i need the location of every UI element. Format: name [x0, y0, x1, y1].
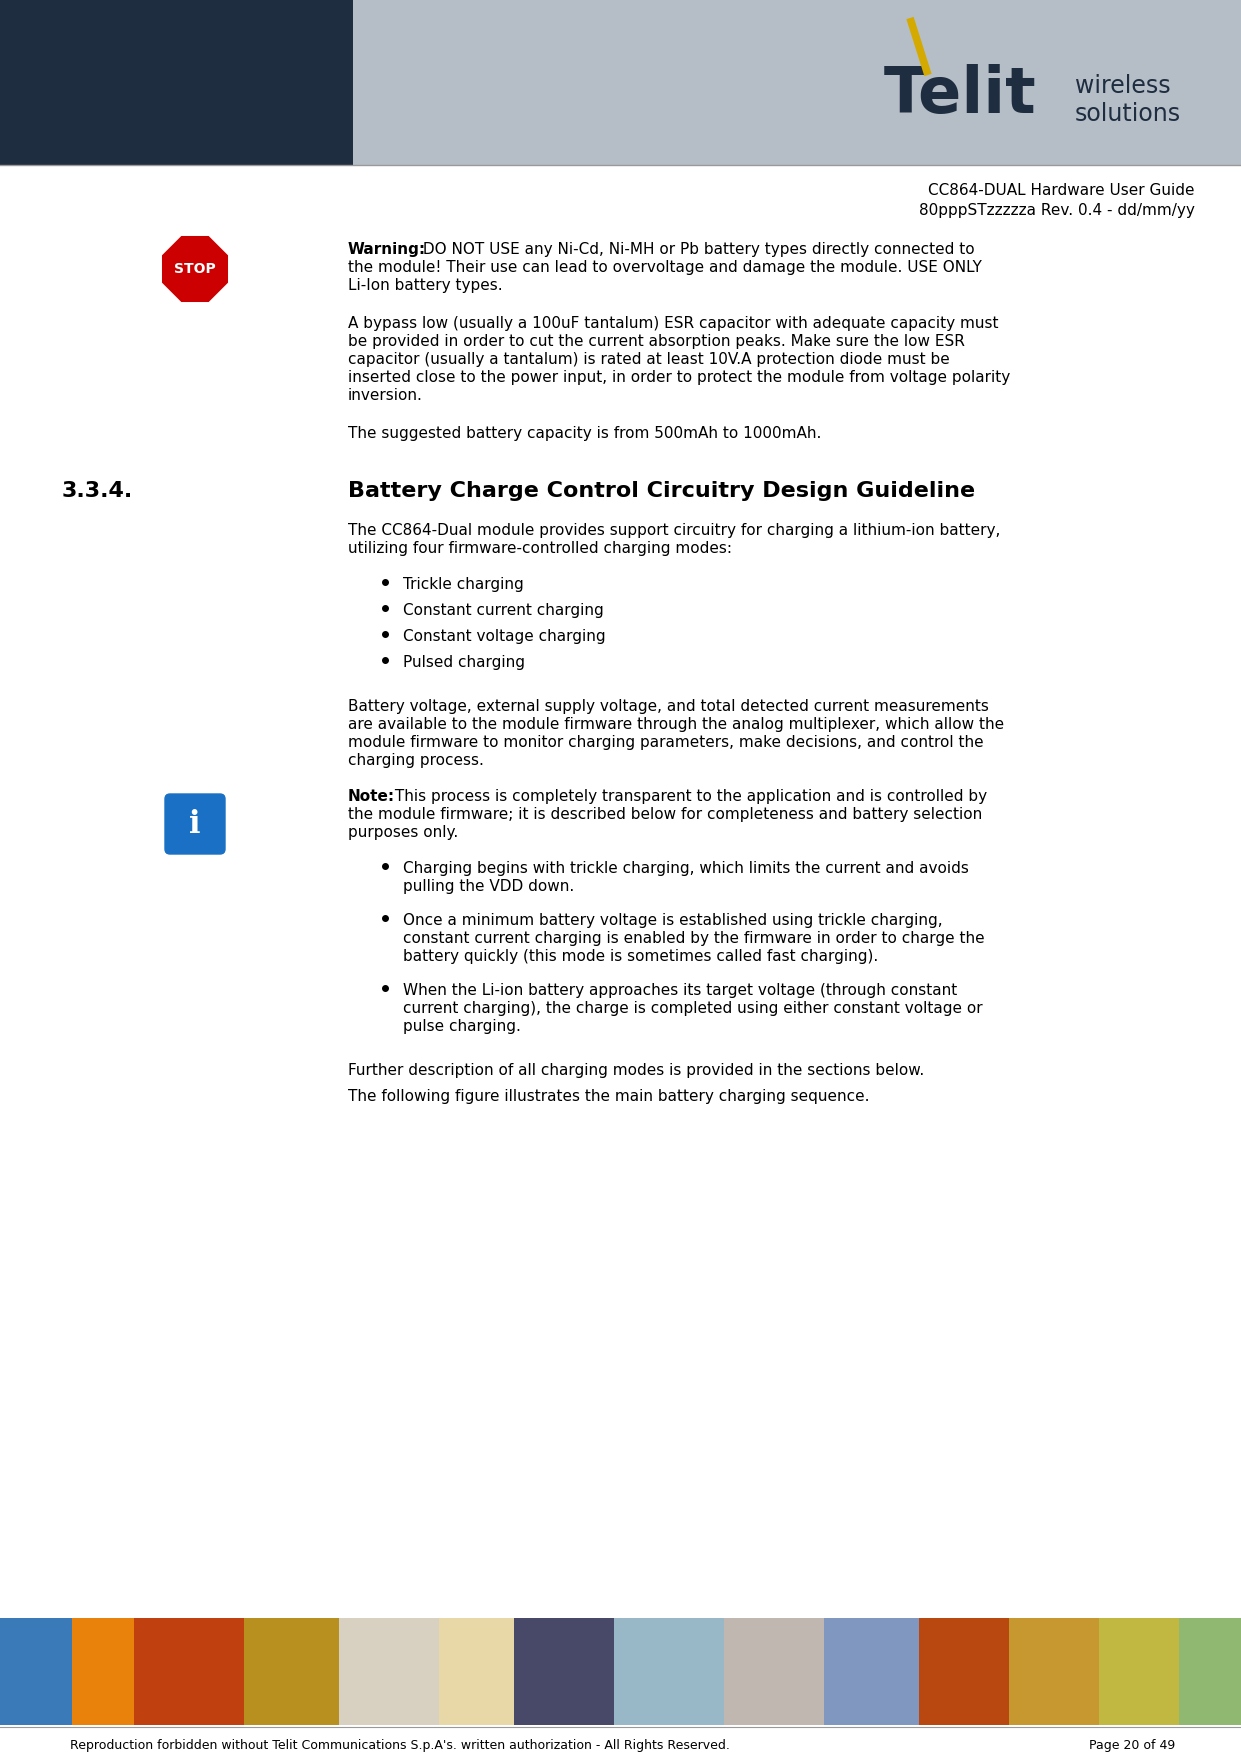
Text: STOP: STOP	[174, 261, 216, 276]
Text: When the Li-ion battery approaches its target voltage (through constant: When the Li-ion battery approaches its t…	[403, 983, 957, 999]
Text: Battery Charge Control Circuitry Design Guideline: Battery Charge Control Circuitry Design …	[347, 481, 975, 500]
Text: Charging begins with trickle charging, which limits the current and avoids: Charging begins with trickle charging, w…	[403, 862, 969, 876]
Polygon shape	[0, 0, 352, 165]
Text: Pulsed charging: Pulsed charging	[403, 655, 525, 670]
Polygon shape	[614, 1618, 724, 1725]
Text: Trickle charging: Trickle charging	[403, 577, 524, 591]
Text: Constant current charging: Constant current charging	[403, 604, 604, 618]
Polygon shape	[920, 1618, 1009, 1725]
Text: Note:: Note:	[347, 790, 395, 804]
Text: wireless
solutions: wireless solutions	[1075, 74, 1181, 126]
Text: current charging), the charge is completed using either constant voltage or: current charging), the charge is complet…	[403, 1000, 983, 1016]
Polygon shape	[244, 1618, 339, 1725]
Text: are available to the module firmware through the analog multiplexer, which allow: are available to the module firmware thr…	[347, 718, 1004, 732]
Text: Warning:: Warning:	[347, 242, 426, 256]
Polygon shape	[724, 1618, 824, 1725]
Polygon shape	[824, 1618, 920, 1725]
Text: Reproduction forbidden without Telit Communications S.p.A's. written authorizati: Reproduction forbidden without Telit Com…	[69, 1739, 730, 1751]
Text: Telit: Telit	[884, 63, 1036, 126]
Polygon shape	[339, 1618, 439, 1725]
Text: i: i	[189, 809, 201, 839]
Text: 80pppSTzzzzza Rev. 0.4 - dd/mm/yy: 80pppSTzzzzza Rev. 0.4 - dd/mm/yy	[920, 204, 1195, 218]
Text: the module! Their use can lead to overvoltage and damage the module. USE ONLY: the module! Their use can lead to overvo…	[347, 260, 982, 276]
Text: 3.3.4.: 3.3.4.	[62, 481, 133, 500]
Text: constant current charging is enabled by the firmware in order to charge the: constant current charging is enabled by …	[403, 930, 984, 946]
Text: A bypass low (usually a 100uF tantalum) ESR capacitor with adequate capacity mus: A bypass low (usually a 100uF tantalum) …	[347, 316, 999, 332]
Text: Li-Ion battery types.: Li-Ion battery types.	[347, 277, 503, 293]
Polygon shape	[514, 1618, 614, 1725]
Text: Further description of all charging modes is provided in the sections below.: Further description of all charging mode…	[347, 1064, 925, 1078]
Text: Page 20 of 49: Page 20 of 49	[1088, 1739, 1175, 1751]
Text: inversion.: inversion.	[347, 388, 423, 404]
Text: capacitor (usually a tantalum) is rated at least 10V.A protection diode must be: capacitor (usually a tantalum) is rated …	[347, 353, 949, 367]
Polygon shape	[72, 1618, 134, 1725]
Text: pulse charging.: pulse charging.	[403, 1020, 521, 1034]
Polygon shape	[0, 1618, 72, 1725]
Text: charging process.: charging process.	[347, 753, 484, 769]
Text: pulling the VDD down.: pulling the VDD down.	[403, 879, 575, 893]
Text: the module firmware; it is described below for completeness and battery selectio: the module firmware; it is described bel…	[347, 807, 982, 821]
Text: purposes only.: purposes only.	[347, 825, 458, 841]
Text: inserted close to the power input, in order to protect the module from voltage p: inserted close to the power input, in or…	[347, 370, 1010, 384]
Text: utilizing four firmware-controlled charging modes:: utilizing four firmware-controlled charg…	[347, 541, 732, 556]
Polygon shape	[1100, 1618, 1179, 1725]
Polygon shape	[1179, 1618, 1241, 1725]
FancyBboxPatch shape	[165, 793, 225, 855]
Text: Battery voltage, external supply voltage, and total detected current measurement: Battery voltage, external supply voltage…	[347, 698, 989, 714]
Polygon shape	[439, 1618, 514, 1725]
Text: The CC864-Dual module provides support circuitry for charging a lithium-ion batt: The CC864-Dual module provides support c…	[347, 523, 1000, 539]
Text: be provided in order to cut the current absorption peaks. Make sure the low ESR: be provided in order to cut the current …	[347, 333, 964, 349]
Text: DO NOT USE any Ni-Cd, Ni-MH or Pb battery types directly connected to: DO NOT USE any Ni-Cd, Ni-MH or Pb batter…	[418, 242, 974, 256]
Text: The following figure illustrates the main battery charging sequence.: The following figure illustrates the mai…	[347, 1090, 870, 1104]
Polygon shape	[160, 233, 230, 304]
Polygon shape	[1009, 1618, 1100, 1725]
Text: module firmware to monitor charging parameters, make decisions, and control the: module firmware to monitor charging para…	[347, 735, 984, 749]
Polygon shape	[352, 0, 1241, 165]
Text: Once a minimum battery voltage is established using trickle charging,: Once a minimum battery voltage is establ…	[403, 913, 943, 928]
Text: CC864-DUAL Hardware User Guide: CC864-DUAL Hardware User Guide	[928, 183, 1195, 198]
Polygon shape	[134, 1618, 244, 1725]
Text: This process is completely transparent to the application and is controlled by: This process is completely transparent t…	[390, 790, 987, 804]
Text: Constant voltage charging: Constant voltage charging	[403, 628, 606, 644]
Text: The suggested battery capacity is from 500mAh to 1000mAh.: The suggested battery capacity is from 5…	[347, 426, 822, 441]
Text: battery quickly (this mode is sometimes called fast charging).: battery quickly (this mode is sometimes …	[403, 949, 879, 963]
